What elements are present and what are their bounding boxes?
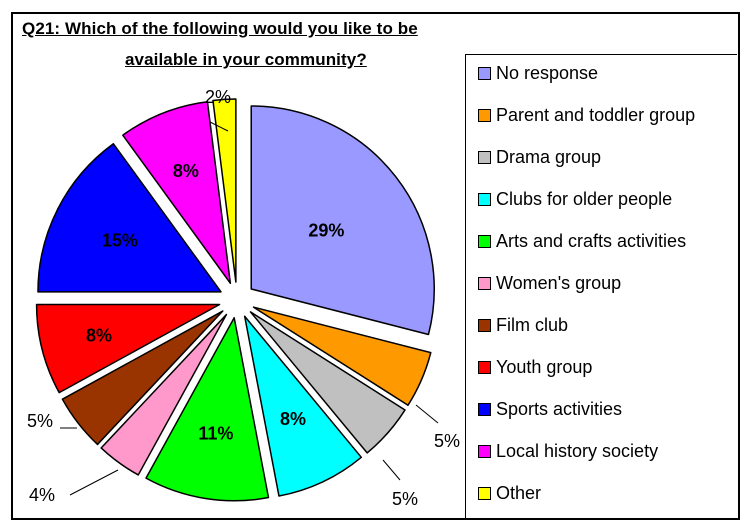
- legend-item-parent-and-toddler-group: Parent and toddler group: [478, 103, 695, 127]
- legend-label: Film club: [496, 314, 569, 335]
- legend-item-arts-and-crafts-activities: Arts and crafts activities: [478, 229, 686, 253]
- leader-line-other: [209, 121, 229, 132]
- legend-swatch: [478, 150, 491, 164]
- legend-label: Youth group: [496, 356, 593, 377]
- pie-slice-women-s-group: [100, 313, 228, 476]
- legend-item-film-club: Film club: [478, 313, 568, 337]
- data-label-film-club: 5%: [27, 411, 53, 431]
- legend-swatch: [478, 66, 491, 80]
- legend-label: Drama group: [496, 146, 602, 167]
- legend-label: Sports activities: [496, 398, 623, 419]
- legend-item-sports-activities: Sports activities: [478, 397, 622, 421]
- legend-swatch: [478, 360, 491, 374]
- data-label-women-s-group: 4%: [29, 485, 55, 505]
- legend-item-no-response: No response: [478, 61, 598, 85]
- legend-item-local-history-society: Local history society: [478, 439, 658, 463]
- pie-slice-clubs-for-older-people: [243, 315, 363, 497]
- legend-label: Arts and crafts activities: [496, 230, 687, 251]
- legend-item-youth-group: Youth group: [478, 355, 592, 379]
- legend-item-other: Other: [478, 481, 541, 505]
- data-label-local-history-society: 8%: [173, 161, 199, 181]
- data-label-drama-group: 5%: [392, 489, 418, 509]
- pie-slice-sports-activities: [37, 143, 222, 293]
- legend-swatch: [478, 318, 491, 332]
- legend-swatch: [478, 192, 491, 206]
- pie-slice-other: [212, 98, 237, 283]
- pie-slice-no-response: [250, 105, 435, 336]
- data-label-no-response: 29%: [308, 221, 344, 241]
- legend-swatch: [478, 486, 491, 500]
- legend-label: No response: [496, 62, 599, 83]
- data-label-other: 2%: [205, 87, 231, 107]
- data-label-clubs-for-older-people: 8%: [280, 409, 306, 429]
- legend-swatch: [478, 402, 491, 416]
- leader-line-drama-group: [382, 459, 401, 481]
- legend-swatch: [478, 234, 491, 248]
- pie-slice-arts-and-crafts-activities: [145, 317, 270, 502]
- legend-item-drama-group: Drama group: [478, 145, 601, 169]
- data-label-youth-group: 8%: [86, 325, 112, 345]
- legend-item-clubs-for-older-people: Clubs for older people: [478, 187, 672, 211]
- legend-item-women-s-group: Women's group: [478, 271, 621, 295]
- data-label-sports-activities: 15%: [102, 230, 138, 250]
- legend-label: Clubs for older people: [496, 188, 673, 209]
- legend-swatch: [478, 108, 491, 122]
- chart-title-line1: Q21: Which of the following would you li…: [22, 19, 418, 38]
- leader-line-parent-and-toddler-group: [415, 404, 439, 424]
- data-label-arts-and-crafts-activities: 11%: [198, 423, 233, 443]
- data-label-parent-and-toddler-group: 5%: [434, 431, 460, 451]
- legend-label: Parent and toddler group: [496, 104, 696, 125]
- pie-slice-drama-group: [249, 311, 406, 454]
- pie-slice-youth-group: [35, 303, 221, 394]
- legend-label: Local history society: [496, 440, 659, 461]
- pie-slice-parent-and-toddler-group: [252, 306, 432, 406]
- leader-line-women-s-group: [69, 469, 119, 496]
- chart-title-line2: available in your community?: [125, 50, 367, 69]
- legend-swatch: [478, 444, 491, 458]
- chart-legend: No response Parent and toddler group Drama…: [465, 54, 737, 518]
- legend-swatch: [478, 276, 491, 290]
- legend-label: Other: [496, 482, 542, 503]
- pie-slice-local-history-society: [122, 100, 232, 285]
- pie-slice-film-club: [61, 310, 224, 446]
- legend-label: Women's group: [496, 272, 622, 293]
